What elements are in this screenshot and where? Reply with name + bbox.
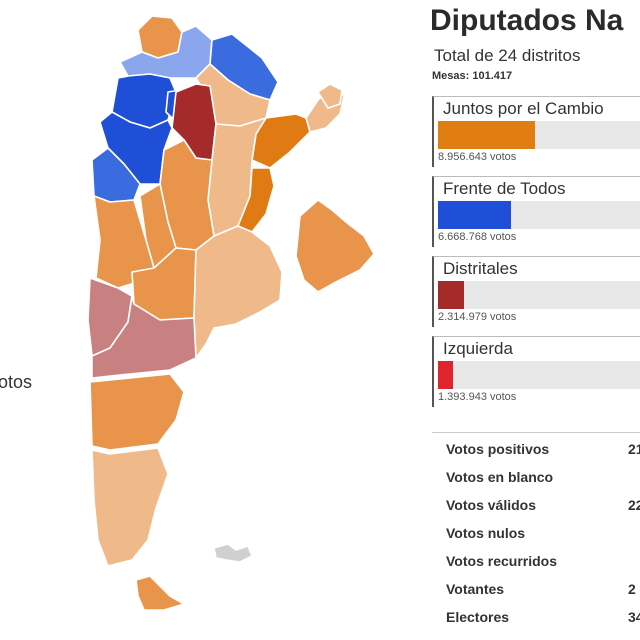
province-entre-rios[interactable] — [237, 167, 275, 233]
vote-bar-fill — [438, 121, 536, 149]
inset-panhandle[interactable] — [316, 83, 343, 109]
vote-summary-table: Votos positivos 21 Votos en blanco Votos… — [432, 432, 640, 629]
summary-row: Votos en blanco — [432, 461, 640, 489]
summary-label: Votos válidos — [446, 497, 536, 513]
side-votes-fragment: otos — [0, 372, 33, 392]
vote-bar — [438, 121, 640, 149]
party-card[interactable]: Frente de Todos 6.668.768 votos — [432, 176, 640, 247]
province-buenos-aires[interactable] — [193, 225, 283, 359]
inset-buenos-aires[interactable] — [295, 198, 375, 293]
summary-value: 34 — [628, 609, 640, 625]
mesas-count: Mesas: 101.417 — [432, 70, 513, 82]
party-card[interactable]: Distritales 2.314.979 votos — [432, 256, 640, 327]
summary-row: Votos nulos — [432, 517, 640, 545]
argentina-map — [87, 15, 375, 611]
province-chubut[interactable] — [89, 373, 185, 451]
vote-bar-fill — [438, 281, 464, 309]
summary-value: 22 — [628, 497, 640, 513]
party-card[interactable]: Izquierda 1.393.943 votos — [432, 336, 640, 407]
islands — [213, 543, 253, 563]
summary-row: Votos positivos 21 — [432, 433, 640, 461]
province-rio-negro[interactable] — [91, 295, 197, 379]
party-votes: 2.314.979 votos — [438, 311, 517, 323]
summary-value: 21 — [628, 441, 640, 457]
summary-row: Votos recurridos — [432, 545, 640, 573]
party-votes: 8.956.643 votos — [438, 151, 517, 163]
summary-row: Votos válidos 22 — [432, 489, 640, 517]
province-tierra-del-fuego[interactable] — [135, 575, 185, 611]
party-name: Distritales — [443, 259, 518, 278]
vote-bar — [438, 281, 640, 309]
summary-label: Electores — [446, 609, 510, 625]
summary-row: Electores 34 — [432, 601, 640, 629]
vote-bar — [438, 361, 640, 389]
summary-label: Votos recurridos — [446, 553, 557, 569]
party-card[interactable]: Juntos por el Cambio 8.956.643 votos — [432, 96, 640, 167]
vote-bar-fill — [438, 361, 454, 389]
party-votes: 1.393.943 votos — [438, 391, 517, 403]
party-votes: 6.668.768 votos — [438, 231, 517, 243]
district-total: Total de 24 distritos — [434, 46, 581, 65]
summary-row: Votantes 2 — [432, 573, 640, 601]
party-name: Frente de Todos — [443, 179, 566, 198]
province-jujuy[interactable] — [137, 15, 183, 59]
party-name: Izquierda — [443, 339, 513, 358]
summary-value: 2 — [628, 581, 636, 597]
results-panel: Diputados Na Total de 24 distritos Mesas… — [428, 0, 640, 640]
summary-label: Votos en blanco — [446, 469, 554, 485]
summary-label: Votantes — [446, 581, 505, 597]
party-name: Juntos por el Cambio — [443, 99, 604, 118]
vote-bar-fill — [438, 201, 512, 229]
vote-bar — [438, 201, 640, 229]
summary-label: Votos nulos — [446, 525, 526, 541]
summary-label: Votos positivos — [446, 441, 550, 457]
page-title: Diputados Na — [430, 4, 624, 37]
province-santa-cruz[interactable] — [91, 447, 169, 567]
